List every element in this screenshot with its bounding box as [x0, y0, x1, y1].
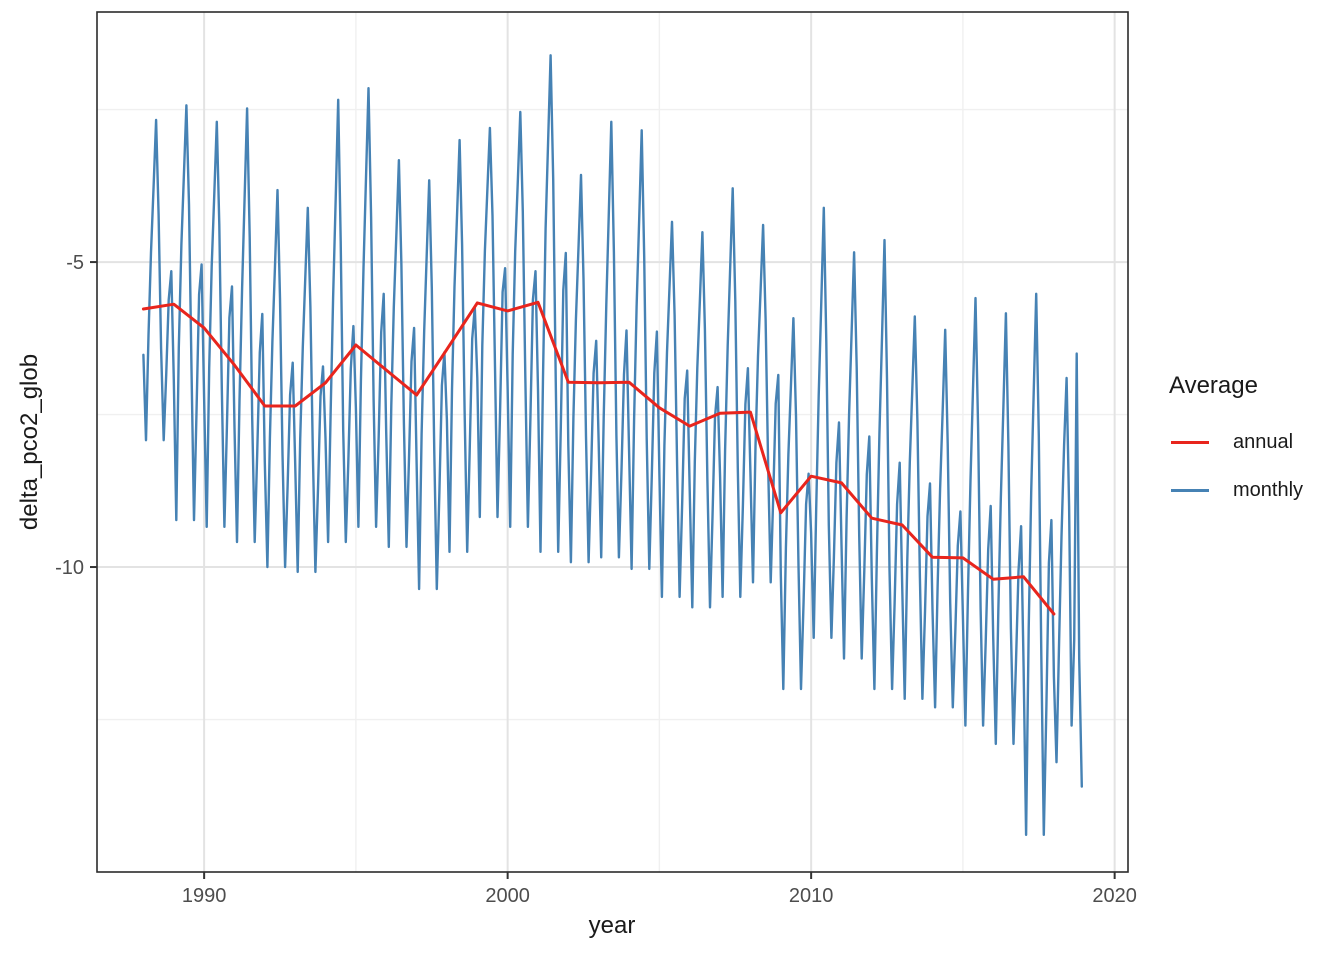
- annual-line: [141, 300, 1056, 616]
- x-tick-label: 1990: [182, 885, 227, 907]
- y-tick-label: -10: [55, 557, 84, 579]
- panel-border: [96, 11, 1129, 873]
- legend-label-monthly: monthly: [1233, 478, 1304, 501]
- monthly-line-key-icon: [1171, 488, 1209, 492]
- x-tick-label: 2010: [789, 885, 834, 907]
- x-tick-label: 2000: [485, 885, 530, 907]
- x-tick-label: 2020: [1092, 885, 1137, 907]
- legend-title: Average: [1169, 372, 1258, 399]
- legend: Average annual monthly: [1163, 372, 1303, 514]
- legend-label-annual: annual: [1233, 430, 1294, 453]
- y-tick-label: -5: [66, 252, 84, 274]
- annual-line-key-icon: [1171, 440, 1209, 444]
- monthly-line: [142, 54, 1084, 836]
- legend-entry-monthly: monthly: [1163, 466, 1303, 514]
- legend-entry-annual: annual: [1163, 418, 1303, 466]
- x-axis-title: year: [588, 912, 636, 939]
- y-axis-title: delta_pco2_glob: [16, 353, 43, 531]
